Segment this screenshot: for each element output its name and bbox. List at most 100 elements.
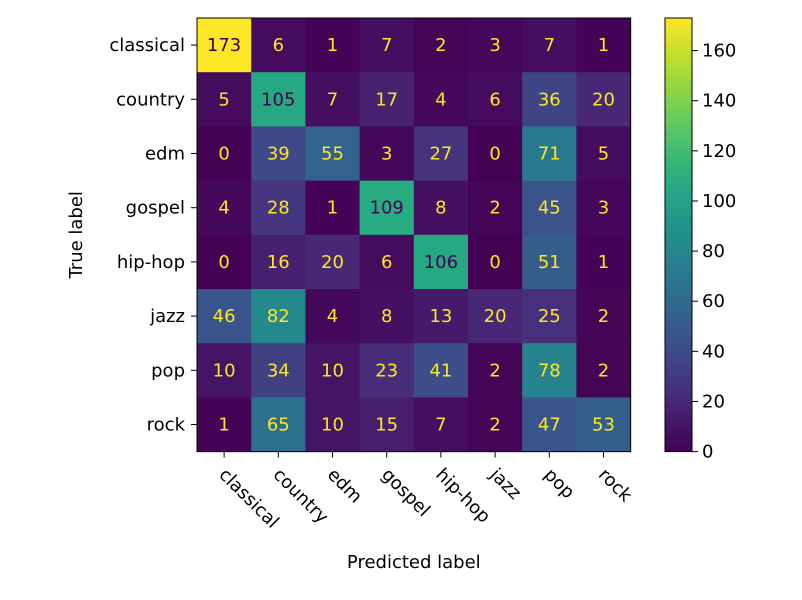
matrix-cell-value: 1: [327, 35, 338, 56]
matrix-cell: [576, 397, 632, 453]
matrix-cell-value: 34: [267, 360, 290, 381]
matrix-cell: [197, 180, 252, 236]
matrix-cell-value: 53: [592, 415, 615, 436]
y-tick-label: edm: [145, 144, 185, 165]
matrix-cell-value: 7: [327, 89, 338, 110]
matrix-cell-value: 1: [598, 35, 609, 56]
matrix-cell: [359, 397, 415, 453]
matrix-cell-value: 10: [321, 360, 344, 381]
matrix-cell-value: 1: [218, 415, 229, 436]
matrix-cell: [413, 289, 469, 344]
colorbar-tick-label: 40: [702, 341, 725, 362]
matrix-cell-labels: 173 6 1 7 2 3 7 15 105 7 17 4 6 36 200 39 55 3 27 0 71 54 28 1 1…: [207, 35, 615, 435]
matrix-cell: [197, 343, 252, 398]
matrix-cell: [251, 180, 306, 236]
matrix-cell: [305, 126, 361, 182]
matrix-cell: [522, 18, 577, 73]
y-tick-label: classical: [109, 35, 185, 56]
matrix-cell: [305, 234, 361, 290]
matrix-cell-value: 3: [381, 144, 392, 165]
colorbar-ticks: 0 20 40 60 80 100 120 140 160: [692, 41, 736, 463]
matrix-cell: [251, 289, 306, 344]
matrix-cell-value: 2: [489, 198, 500, 219]
matrix-cell: [359, 343, 415, 398]
matrix-cell: [522, 343, 577, 398]
matrix-cell-value: 71: [538, 144, 561, 165]
matrix-cell-value: 5: [218, 89, 229, 110]
matrix-cell-value: 39: [267, 144, 290, 165]
matrix-cell: [251, 234, 306, 290]
matrix-cell: [251, 18, 306, 73]
x-tick-label: jazz: [485, 464, 525, 504]
matrix-cell: [522, 72, 577, 127]
matrix-cell-value: 1: [598, 252, 609, 273]
matrix-cell: [576, 234, 632, 290]
matrix-cell-value: 25: [538, 306, 561, 327]
colorbar-tick-label: 120: [702, 141, 736, 162]
matrix-cell: [576, 18, 632, 73]
matrix-cell-value: 173: [207, 35, 241, 56]
matrix-cell: [197, 234, 252, 290]
matrix-cell-value: 0: [489, 252, 500, 273]
matrix-cell: [197, 289, 252, 344]
matrix-cell: [468, 72, 523, 127]
matrix-cell: [468, 126, 523, 182]
matrix-cell: [468, 289, 523, 344]
y-tick-label: country: [116, 89, 185, 110]
matrix-cell-value: 8: [381, 306, 392, 327]
colorbar-tick-label: 0: [702, 442, 713, 463]
matrix-cell-value: 36: [538, 89, 561, 110]
colorbar: [664, 17, 693, 453]
matrix-cell-value: 4: [218, 198, 229, 219]
matrix-cell-value: 6: [489, 89, 500, 110]
plot-frame: [196, 17, 632, 453]
matrix-cell-value: 6: [273, 35, 284, 56]
y-tick-label: gospel: [126, 198, 185, 219]
x-tick-label: rock: [594, 464, 636, 506]
matrix-cell-value: 5: [598, 144, 609, 165]
y-tick-label: rock: [147, 415, 186, 436]
x-tick-label: pop: [540, 464, 579, 503]
matrix-cell-value: 23: [375, 360, 398, 381]
matrix-cell: [522, 397, 577, 453]
matrix-cell: [251, 343, 306, 398]
matrix-cell-value: 2: [489, 360, 500, 381]
matrix-cell-value: 17: [375, 89, 398, 110]
x-axis-title: Predicted label: [347, 552, 481, 573]
matrix-cell-value: 8: [435, 198, 446, 219]
matrix-cell: [522, 126, 577, 182]
matrix-cell: [413, 234, 469, 290]
matrix-cell: [468, 180, 523, 236]
y-tick-label: jazz: [149, 306, 185, 327]
matrix-cell-value: 3: [489, 35, 500, 56]
matrix-cell-value: 2: [435, 35, 446, 56]
matrix-cell: [413, 72, 469, 127]
y-tick-label: pop: [151, 360, 185, 381]
matrix-cell: [197, 126, 252, 182]
matrix-cell-value: 0: [489, 144, 500, 165]
matrix-cell-value: 10: [213, 360, 236, 381]
matrix-cell-value: 3: [598, 198, 609, 219]
y-axis-title: True label: [66, 191, 87, 279]
matrix-cell: [197, 18, 252, 73]
matrix-cell: [251, 397, 306, 453]
colorbar-tick-label: 20: [702, 391, 725, 412]
matrix-cell-value: 1: [327, 198, 338, 219]
matrix-cell-value: 7: [381, 35, 392, 56]
matrix-cell-value: 0: [218, 252, 229, 273]
matrix-cell: [305, 18, 361, 73]
matrix-cell-value: 106: [424, 252, 458, 273]
x-tick-label: gospel: [377, 464, 434, 521]
matrix-cell-value: 13: [429, 306, 452, 327]
matrix-cell: [468, 397, 523, 453]
matrix-cell: [413, 343, 469, 398]
matrix-cell: [359, 289, 415, 344]
matrix-cell-value: 46: [213, 306, 236, 327]
matrix-cell: [197, 397, 252, 453]
colorbar-tick-label: 100: [702, 191, 736, 212]
matrix-cell-value: 47: [538, 415, 561, 436]
matrix-cell-value: 2: [598, 360, 609, 381]
matrix-cell: [359, 126, 415, 182]
x-tick-label: hip-hop: [431, 464, 494, 527]
